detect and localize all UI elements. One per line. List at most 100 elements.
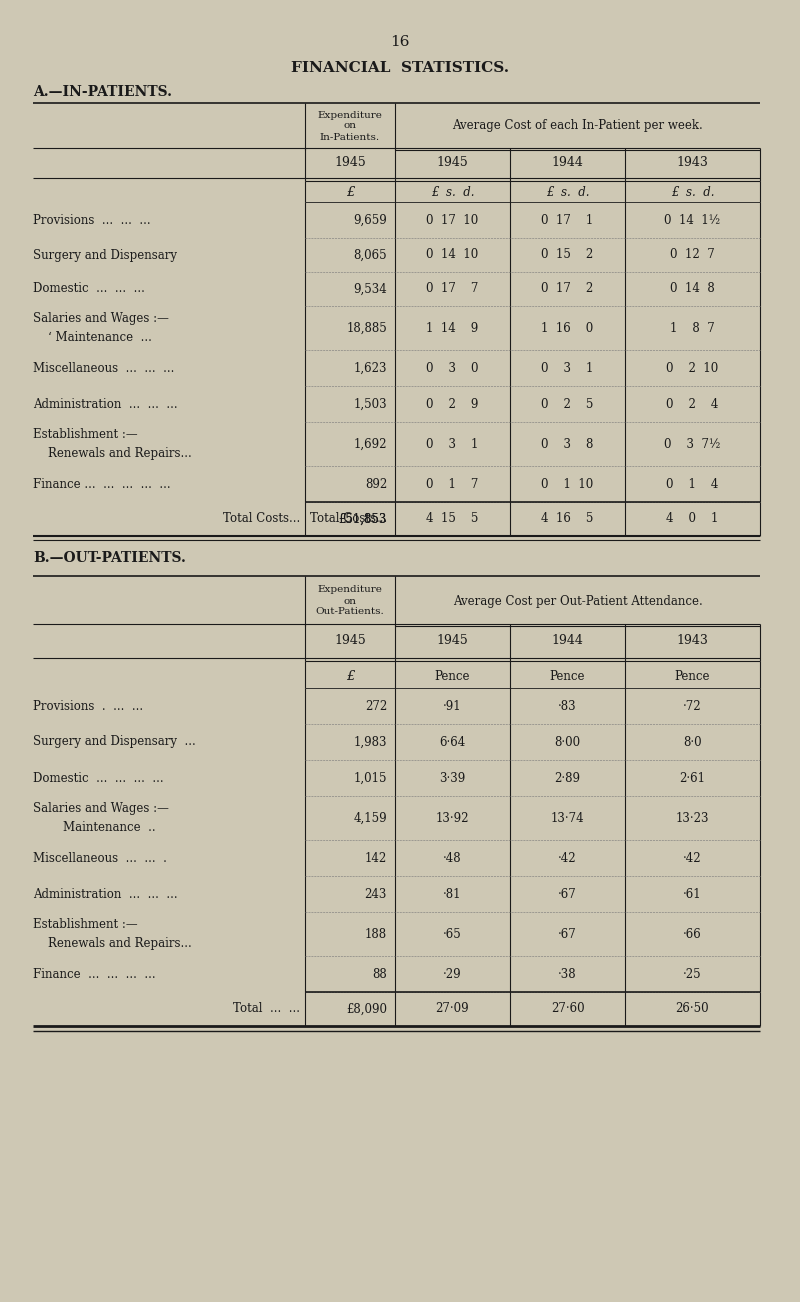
Text: 1  16    0: 1 16 0 [542,322,594,335]
Text: 1944: 1944 [551,634,583,647]
Text: 0  17    7: 0 17 7 [426,283,478,296]
Text: 27·60: 27·60 [550,1003,584,1016]
Text: £: £ [346,186,354,199]
Text: 0    2  10: 0 2 10 [666,362,718,375]
Text: Surgery and Dispensary: Surgery and Dispensary [33,249,177,262]
Text: B.—OUT-PATIENTS.: B.—OUT-PATIENTS. [33,551,186,565]
Text: 3·39: 3·39 [439,772,466,785]
Text: 4,159: 4,159 [354,811,387,824]
Text: on: on [343,596,357,605]
Text: 0    3    1: 0 3 1 [542,362,594,375]
Text: 4  15    5: 4 15 5 [426,513,478,526]
Text: 892: 892 [365,478,387,491]
Text: 0  12  7: 0 12 7 [670,249,715,262]
Text: ·29: ·29 [443,967,462,980]
Text: 0    3    1: 0 3 1 [426,437,478,450]
Text: 0    2    9: 0 2 9 [426,397,478,410]
Text: ·42: ·42 [558,852,577,865]
Text: 9,659: 9,659 [354,214,387,227]
Text: 1945: 1945 [437,156,468,169]
Text: 0  14  10: 0 14 10 [426,249,478,262]
Text: 243: 243 [365,888,387,901]
Text: 0  15    2: 0 15 2 [542,249,594,262]
Text: ·66: ·66 [683,927,702,940]
Text: on: on [343,121,357,130]
Text: 1944: 1944 [551,156,583,169]
Text: 0    1    7: 0 1 7 [426,478,478,491]
Text: 26·50: 26·50 [676,1003,710,1016]
Text: Renewals and Repairs...: Renewals and Repairs... [33,937,192,950]
Text: FINANCIAL  STATISTICS.: FINANCIAL STATISTICS. [291,61,509,76]
Text: Domestic  ...  ...  ...  ...: Domestic ... ... ... ... [33,772,164,785]
Text: Establishment :—: Establishment :— [33,918,138,931]
Text: Total Costs...: Total Costs... [222,513,300,526]
Text: Salaries and Wages :—: Salaries and Wages :— [33,311,169,324]
Text: ·61: ·61 [683,888,702,901]
Text: Expenditure: Expenditure [318,111,382,120]
Text: 4  16    5: 4 16 5 [542,513,594,526]
Text: 142: 142 [365,852,387,865]
Text: Maintenance  ..: Maintenance .. [33,822,156,835]
Text: 0  17  10: 0 17 10 [426,214,478,227]
Text: ·72: ·72 [683,699,702,712]
Text: Pence: Pence [674,669,710,682]
Text: Finance  ...  ...  ...  ...: Finance ... ... ... ... [33,967,156,980]
Text: Finance ...  ...  ...  ...  ...: Finance ... ... ... ... ... [33,478,170,491]
Text: 8,065: 8,065 [354,249,387,262]
Text: Provisions  ...  ...  ...: Provisions ... ... ... [33,214,150,227]
Text: 0    2    5: 0 2 5 [542,397,594,410]
Text: £  s.  d.: £ s. d. [546,186,590,199]
Text: 188: 188 [365,927,387,940]
Text: 1943: 1943 [677,156,709,169]
Text: £51,853: £51,853 [338,513,387,526]
Text: 1  14    9: 1 14 9 [426,322,478,335]
Text: 13·23: 13·23 [676,811,710,824]
Text: 0    3    0: 0 3 0 [426,362,478,375]
Text: 6·64: 6·64 [439,736,466,749]
Text: 1945: 1945 [334,634,366,647]
Text: ·42: ·42 [683,852,702,865]
Text: Renewals and Repairs...: Renewals and Repairs... [33,447,192,460]
Text: 1945: 1945 [334,156,366,169]
Text: 1943: 1943 [677,634,709,647]
Text: ·91: ·91 [443,699,462,712]
Text: 1,015: 1,015 [354,772,387,785]
Text: 0  14  8: 0 14 8 [670,283,715,296]
Text: 13·74: 13·74 [550,811,584,824]
Text: £8,090: £8,090 [346,1003,387,1016]
Text: Establishment :—: Establishment :— [33,428,138,441]
Text: Domestic  ...  ...  ...: Domestic ... ... ... [33,283,145,296]
Text: 2·61: 2·61 [679,772,706,785]
Text: Out-Patients.: Out-Patients. [316,608,384,617]
Text: Surgery and Dispensary  ...: Surgery and Dispensary ... [33,736,196,749]
Text: 18,885: 18,885 [346,322,387,335]
Text: Provisions  .  ...  ...: Provisions . ... ... [33,699,143,712]
Text: 8·0: 8·0 [683,736,702,749]
Text: ·67: ·67 [558,927,577,940]
Text: Administration  ...  ...  ...: Administration ... ... ... [33,397,178,410]
Text: 0  14  1½: 0 14 1½ [665,214,721,227]
Text: 0    3    8: 0 3 8 [542,437,594,450]
Text: 1,692: 1,692 [354,437,387,450]
Text: 4    0    1: 4 0 1 [666,513,718,526]
Text: A.—IN-PATIENTS.: A.—IN-PATIENTS. [33,85,172,99]
Text: 0  17    2: 0 17 2 [542,283,594,296]
Text: ·65: ·65 [443,927,462,940]
Text: Administration  ...  ...  ...: Administration ... ... ... [33,888,178,901]
Text: 272: 272 [365,699,387,712]
Text: 8·00: 8·00 [554,736,581,749]
Text: Average Cost of each In-Patient per week.: Average Cost of each In-Patient per week… [452,120,703,133]
Text: £  s.  d.: £ s. d. [670,186,714,199]
Text: Total Costs...: Total Costs... [310,513,387,526]
Text: ·25: ·25 [683,967,702,980]
Text: ‘ Maintenance  ...: ‘ Maintenance ... [33,331,152,344]
Text: ·38: ·38 [558,967,577,980]
Text: 88: 88 [372,967,387,980]
Text: Salaries and Wages :—: Salaries and Wages :— [33,802,169,815]
Text: 1945: 1945 [437,634,468,647]
Text: Miscellaneous  ...  ...  .: Miscellaneous ... ... . [33,852,167,865]
Text: ·67: ·67 [558,888,577,901]
Text: 13·92: 13·92 [436,811,470,824]
Text: 1    8  7: 1 8 7 [670,322,715,335]
Text: 0    2    4: 0 2 4 [666,397,718,410]
